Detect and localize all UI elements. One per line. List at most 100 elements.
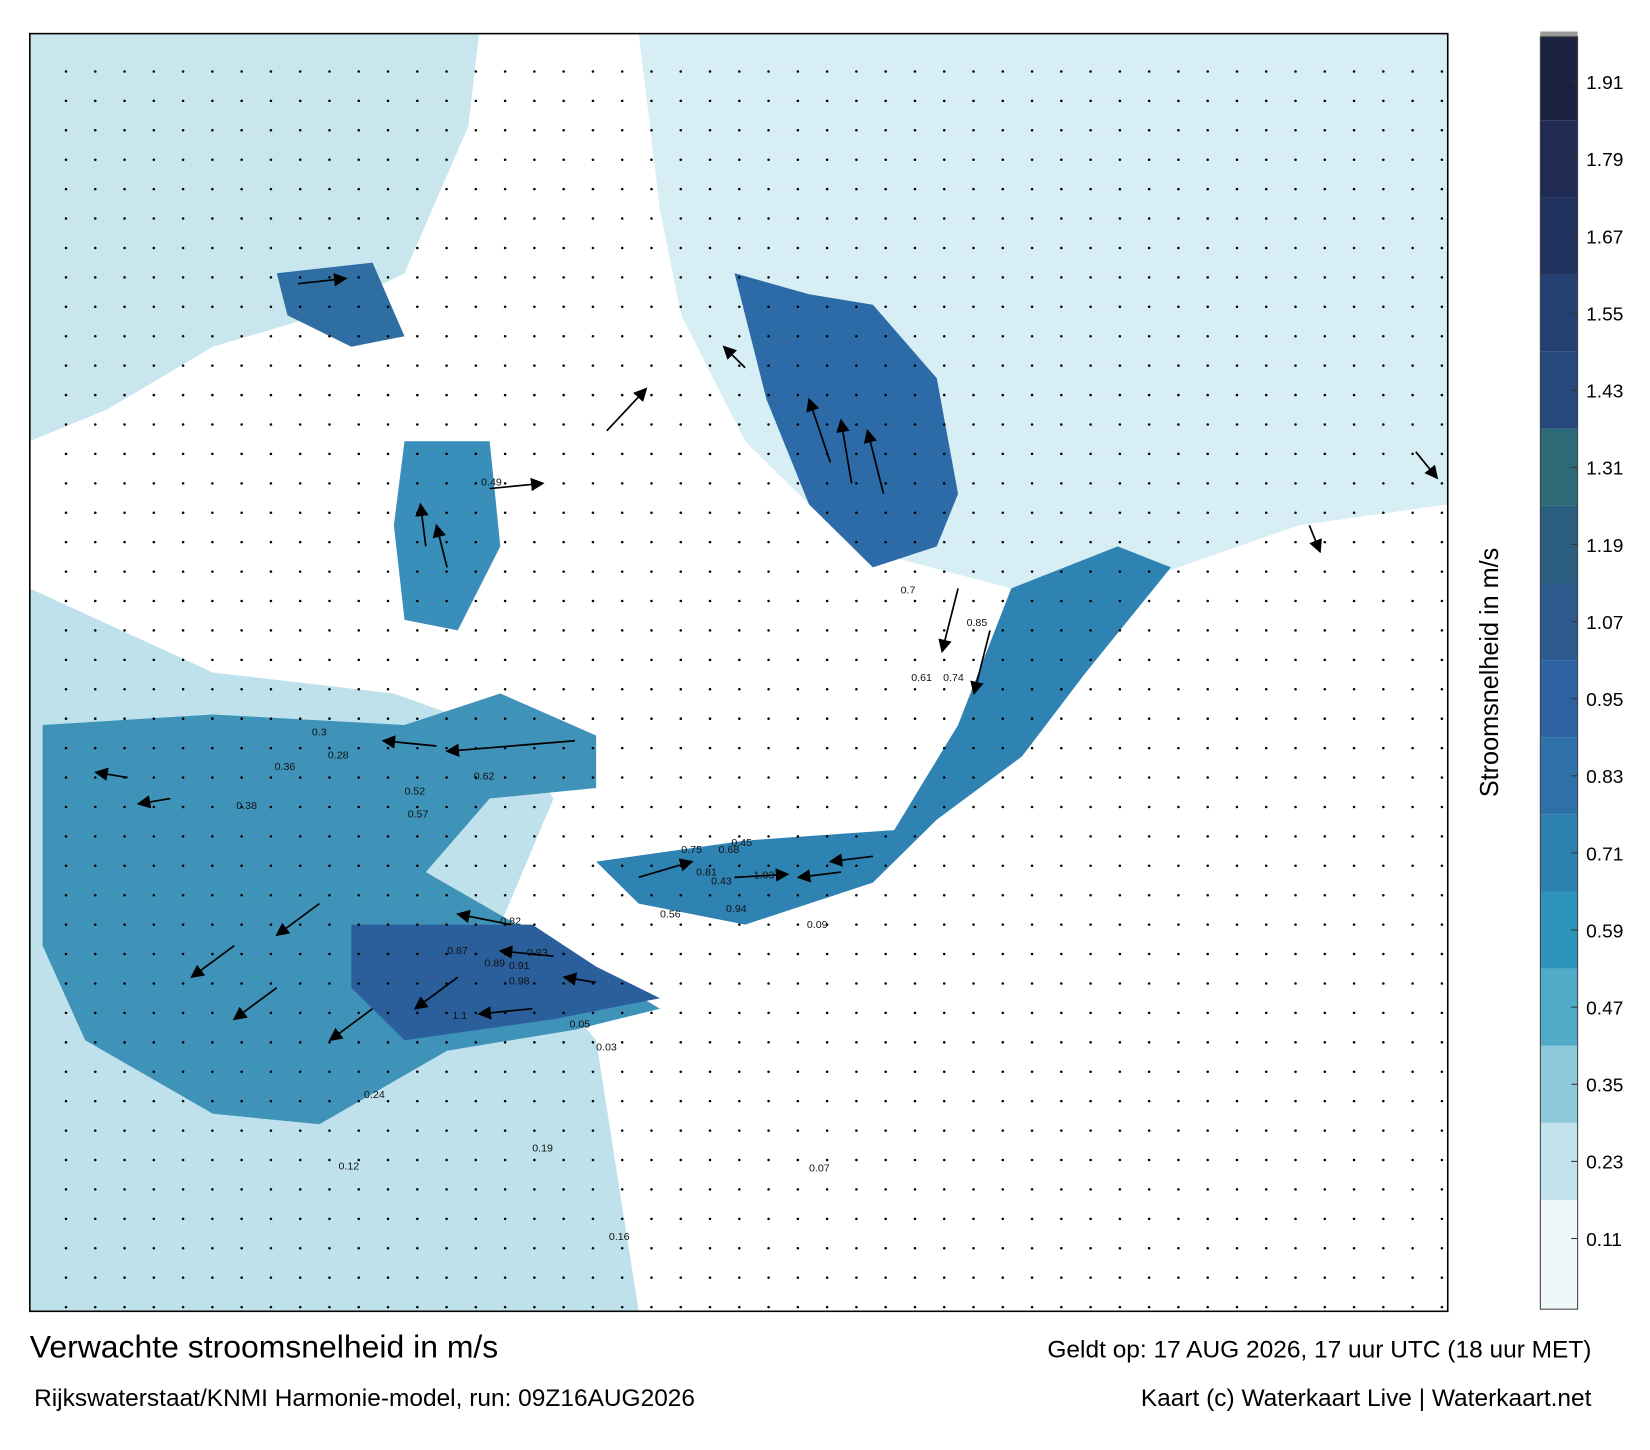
grid-dot (503, 187, 507, 191)
grid-dot (796, 540, 800, 544)
grid-dot (591, 893, 595, 897)
grid-dot (591, 158, 595, 161)
grid-dot (913, 1070, 917, 1073)
grid-dot (93, 835, 97, 838)
grid-dot (708, 334, 712, 338)
grid-dot (123, 1070, 126, 1073)
grid-dot (1060, 1276, 1063, 1279)
grid-dot (123, 305, 126, 309)
grid-dot (357, 158, 361, 161)
grid-dot (181, 99, 185, 103)
grid-dot (1177, 629, 1180, 632)
grid-dot (416, 952, 419, 956)
grid-dot (796, 452, 800, 456)
grid-dot (767, 482, 770, 485)
grid-dot (1235, 305, 1239, 309)
grid-dot (181, 893, 185, 897)
grid-dot (93, 246, 97, 250)
grid-dot (591, 129, 595, 132)
grid-dot (386, 1158, 390, 1162)
grid-dot (1411, 334, 1414, 338)
grid-dot (591, 599, 595, 603)
grid-dot (884, 482, 887, 485)
grid-dot (942, 658, 946, 662)
grid-dot (738, 423, 741, 426)
grid-dot (1352, 70, 1356, 73)
grid-dot (1411, 246, 1414, 250)
grid-dot (796, 835, 800, 838)
grid-dot (1411, 893, 1414, 897)
grid-dot (298, 599, 302, 603)
grid-dot (913, 70, 917, 73)
grid-dot (738, 629, 741, 632)
grid-dot (1089, 246, 1092, 250)
grid-dot (591, 1276, 595, 1279)
grid-dot (855, 1247, 858, 1250)
grid-dot (64, 1305, 68, 1309)
grid-dot (357, 482, 361, 485)
grid-dot (913, 570, 917, 573)
grid-dot (328, 482, 331, 485)
grid-dot (533, 982, 536, 985)
grid-dot (591, 629, 595, 632)
grid-dot (591, 1188, 595, 1191)
speed-label: 0.91 (509, 960, 530, 972)
grid-dot (738, 1188, 741, 1191)
grid-dot (796, 776, 800, 779)
grid-dot (533, 893, 536, 897)
grid-dot (1294, 70, 1297, 73)
grid-dot (942, 305, 946, 309)
grid-dot (884, 688, 887, 691)
grid-dot (123, 717, 126, 720)
grid-dot (1440, 393, 1444, 397)
grid-dot (1382, 1129, 1385, 1132)
grid-dot (64, 1247, 68, 1250)
grid-dot (1030, 776, 1034, 779)
grid-dot (650, 1041, 653, 1044)
grid-dot (240, 217, 243, 220)
grid-dot (1001, 423, 1005, 426)
grid-dot (972, 276, 975, 279)
grid-dot (708, 70, 712, 73)
grid-dot (386, 246, 390, 250)
grid-dot (738, 1129, 741, 1132)
grid-dot (679, 776, 683, 779)
current-arrow (863, 429, 885, 495)
grid-dot (913, 717, 917, 720)
grid-dot (913, 688, 917, 691)
grid-dot (181, 1099, 185, 1103)
grid-dot (708, 187, 712, 191)
grid-dot (825, 1158, 829, 1162)
grid-dot (328, 158, 331, 161)
grid-dot (708, 629, 712, 632)
grid-dot (591, 305, 595, 309)
grid-dot (1060, 717, 1063, 720)
grid-dot (298, 1305, 302, 1309)
grid-dot (650, 393, 653, 397)
grid-dot (562, 99, 565, 103)
grid-dot (1060, 393, 1063, 397)
grid-dot (1294, 599, 1297, 603)
grid-dot (1235, 982, 1239, 985)
grid-dot (416, 923, 419, 926)
grid-dot (1089, 864, 1092, 868)
grid-dot (650, 129, 653, 132)
grid-dot (298, 1276, 302, 1279)
grid-dot (123, 70, 126, 73)
grid-dot (1030, 629, 1034, 632)
grid-dot (1206, 511, 1209, 515)
grid-dot (503, 482, 507, 485)
grid-dot (1118, 982, 1122, 985)
grid-dot (825, 864, 829, 868)
grid-dot (1323, 982, 1327, 985)
grid-dot (1118, 423, 1122, 426)
grid-dot (357, 1217, 361, 1221)
grid-dot (181, 570, 185, 573)
grid-dot (825, 423, 829, 426)
grid-dot (1411, 452, 1414, 456)
grid-dot (386, 217, 390, 220)
grid-dot (474, 393, 478, 397)
grid-dot (1177, 246, 1180, 250)
grid-dot (445, 717, 448, 720)
grid-dot (738, 129, 741, 132)
